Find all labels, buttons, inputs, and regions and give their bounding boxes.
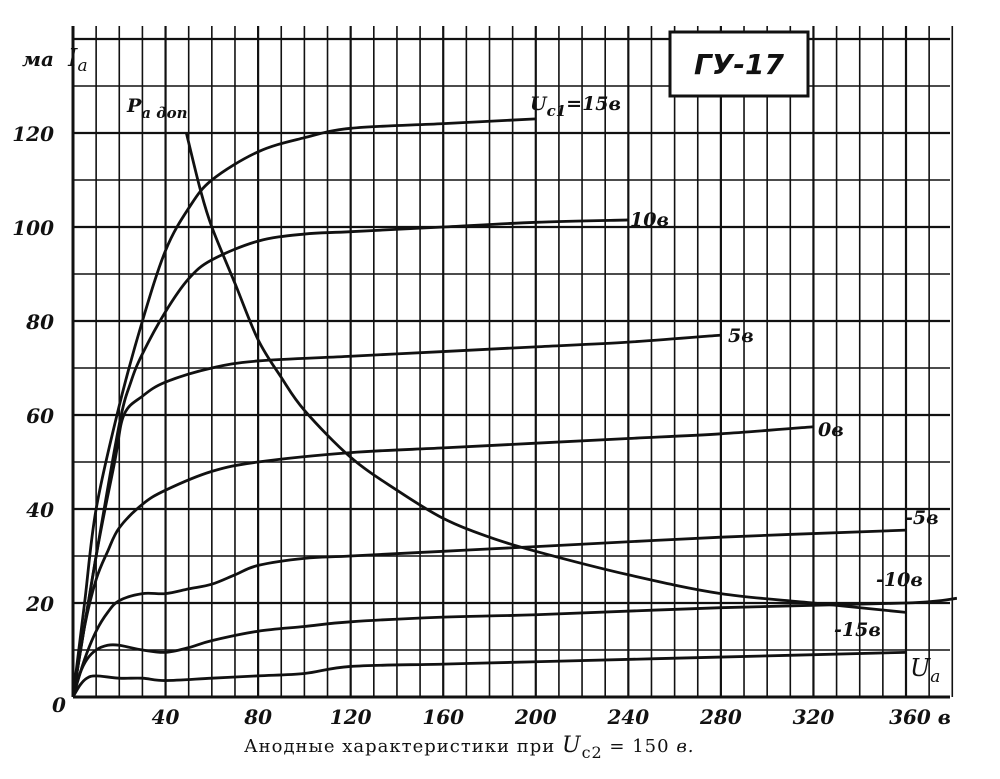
x-tick-label: 320 — [793, 705, 835, 729]
y-tick-label: 100 — [12, 216, 54, 240]
series-line-1 — [71, 218, 629, 698]
series-labels: Uc1=15в 10в 5в 0в -5в -10в -15в Pa доп — [126, 93, 939, 641]
series-label-2: 5в — [728, 325, 754, 347]
x-tick-label: 280 — [699, 705, 742, 729]
y-tick-label: 120 — [12, 122, 54, 146]
series-label-7: Pa доп — [126, 95, 188, 122]
series-label-6: -15в — [834, 619, 881, 641]
x-tick-label: 80 — [243, 705, 272, 729]
series-label-0: Uc1=15в — [530, 93, 621, 120]
title-box — [668, 30, 810, 98]
x-tick-label: 120 — [330, 705, 372, 729]
y-axis-name: Ia — [67, 44, 88, 76]
y-axis-unit: ма — [22, 47, 54, 71]
series-line-3 — [71, 425, 814, 698]
origin-label: 0 — [52, 693, 66, 717]
series-label-1: 10в — [630, 209, 669, 231]
y-tick-label: 80 — [25, 310, 54, 334]
x-tick-label: 360 в — [889, 705, 951, 729]
x-tick-label: 240 — [606, 705, 649, 729]
series-label-4: -5в — [905, 507, 939, 529]
series-line-7 — [185, 132, 907, 614]
y-tick-label: 20 — [25, 592, 54, 616]
series-line-6 — [71, 650, 907, 698]
x-axis-name: Ua — [910, 654, 940, 687]
series-line-2 — [71, 333, 721, 698]
chart-title: ГУ-17 — [694, 48, 785, 81]
tick-labels: 40 80 120 160 200 240 280 320 360 в 20 40 60 80 100 12… — [12, 122, 951, 729]
y-tick-label: 40 — [26, 498, 54, 522]
grid — [71, 26, 954, 699]
x-tick-label: 160 — [422, 705, 464, 729]
series-line-5 — [71, 596, 958, 698]
chart-caption: Анодные характеристики при Uc2 = 150 в. — [244, 733, 695, 762]
y-tick-label: 60 — [26, 404, 54, 428]
series-line-0 — [71, 117, 536, 698]
x-tick-label: 40 — [152, 705, 180, 729]
series-line-4 — [71, 528, 907, 698]
series-label-5: -10в — [876, 569, 923, 591]
x-tick-label: 200 — [514, 705, 557, 729]
curves — [71, 117, 958, 698]
series-label-3: 0в — [818, 419, 844, 441]
